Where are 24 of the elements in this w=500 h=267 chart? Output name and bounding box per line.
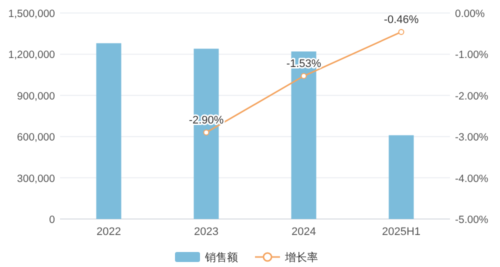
- y-tick-label: 1,200,000: [8, 49, 56, 62]
- y2-tick-label: -3.00%: [455, 132, 488, 144]
- data-label: -0.46%: [384, 14, 419, 26]
- legend-label: 销售额: [204, 251, 238, 264]
- x-tick-label: 2025H1: [382, 226, 421, 238]
- bar: [96, 43, 122, 219]
- point: [398, 28, 404, 35]
- point: [203, 129, 210, 136]
- y2-tick-label: -5.00%: [455, 214, 488, 226]
- point: [300, 73, 307, 80]
- y-tick-label: 900,000: [17, 90, 56, 102]
- y-tick-label: 0: [49, 214, 56, 226]
- x-tick-label: 2023: [194, 226, 218, 238]
- y2-tick-label: -2.00%: [455, 90, 488, 102]
- y-tick-label: 1,500,000: [8, 8, 56, 20]
- legend-label: 增长率: [284, 251, 318, 264]
- y-tick-label: 300,000: [17, 172, 56, 185]
- y-tick-label: 600,000: [17, 132, 56, 144]
- bar: [388, 135, 414, 219]
- y2-tick-label: -1.00%: [455, 49, 488, 62]
- y2-tick-label: -4.00%: [455, 172, 488, 185]
- x-tick-label: 2024: [292, 226, 316, 238]
- y2-tick-label: 0.00%: [455, 8, 485, 20]
- x-tick-label: 2022: [96, 226, 121, 238]
